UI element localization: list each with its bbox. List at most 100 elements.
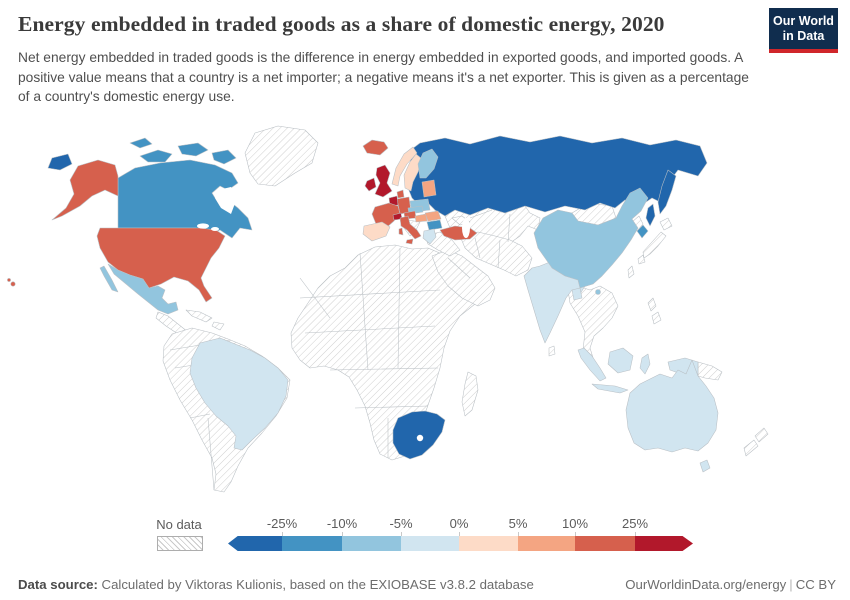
legend-tick-0: 0% [449, 516, 469, 531]
legend-tick--25: -25% [266, 516, 298, 531]
country-indonesia-sulawesi[interactable] [639, 353, 651, 375]
country-japan-hokkaido[interactable] [659, 217, 673, 231]
africa-internal-borders [299, 247, 441, 458]
country-indonesia-borneo[interactable] [607, 347, 634, 374]
legend-tick-10: 10% [561, 516, 589, 531]
country-russia-kamchatka[interactable] [657, 169, 677, 215]
country-indonesia-sumatra[interactable] [577, 347, 607, 382]
country-alaska[interactable] [51, 159, 119, 221]
country-italy-sardinia[interactable] [398, 227, 404, 236]
license-link[interactable]: CC BY [795, 577, 836, 592]
country-new-zealand-south[interactable] [743, 439, 759, 457]
great-lakes-2 [211, 227, 219, 231]
legend-segment-4[interactable] [459, 536, 518, 551]
country-sri-lanka[interactable] [548, 345, 556, 357]
country-hawaii-2[interactable] [10, 281, 16, 287]
legend-tick-25: 25% [621, 516, 649, 531]
data-source-note: Data source: Calculated by Viktoras Kuli… [18, 577, 534, 592]
country-iberia[interactable] [362, 221, 391, 242]
country-caribbean[interactable] [185, 309, 213, 323]
country-bulgaria[interactable] [426, 219, 443, 231]
world-map [0, 118, 850, 508]
country-iceland[interactable] [362, 139, 389, 156]
license-note: OurWorldinData.org/energy | CC BY [625, 577, 836, 592]
data-source-label: Data source: [18, 577, 98, 592]
country-canada-island-1[interactable] [139, 149, 173, 163]
country-philippines[interactable] [647, 297, 657, 312]
country-canada-island-3[interactable] [211, 149, 237, 165]
legend-tick--5: -5% [389, 516, 413, 531]
legend-tickmark [282, 532, 283, 536]
lesotho-hole [416, 434, 424, 442]
legend-tick--10: -10% [326, 516, 358, 531]
country-hungary[interactable] [414, 213, 428, 223]
country-papua-new-guinea[interactable] [697, 361, 723, 381]
country-indonesia-java[interactable] [591, 383, 629, 394]
no-data-swatch[interactable] [157, 536, 203, 551]
legend-segment-2[interactable] [342, 536, 401, 551]
country-hawaii-1[interactable] [7, 278, 11, 282]
country-greece[interactable] [422, 228, 437, 245]
country-finland[interactable] [417, 148, 439, 179]
country-bangladesh[interactable] [571, 287, 583, 301]
page-title: Energy embedded in traded goods as a sha… [18, 12, 665, 36]
country-taiwan[interactable] [627, 265, 635, 279]
country-canada-island-2[interactable] [177, 142, 209, 157]
country-mexico[interactable] [107, 263, 179, 315]
legend-segment-1[interactable] [282, 536, 342, 551]
logo-line-1: Our World [773, 14, 834, 29]
map-legend: No data -25% -10% -5% 0% 5% 10% 25% [0, 512, 850, 554]
country-baltic-states[interactable] [421, 179, 437, 198]
country-arabia[interactable] [431, 249, 496, 307]
country-italy[interactable] [399, 215, 422, 240]
country-russia-sakhalin[interactable] [645, 203, 656, 227]
site-link[interactable]: OurWorldinData.org/energy [625, 577, 787, 592]
legend-tick-5: 5% [508, 516, 528, 531]
country-australia-tasmania[interactable] [699, 459, 711, 473]
legend-tickmark [635, 532, 636, 536]
country-iran-region[interactable] [459, 231, 533, 277]
country-united-kingdom[interactable] [374, 164, 393, 198]
country-madagascar[interactable] [461, 371, 479, 417]
legend-tickmark [518, 532, 519, 536]
country-romania[interactable] [424, 210, 442, 222]
country-philippines-2[interactable] [651, 311, 662, 325]
country-south-korea[interactable] [636, 224, 649, 239]
country-ireland[interactable] [364, 177, 377, 192]
legend-segment-3[interactable] [401, 536, 459, 551]
legend-segment-7[interactable] [635, 536, 693, 551]
legend-tickmark [459, 532, 460, 536]
country-russia-chukotka[interactable] [47, 153, 73, 171]
country-mexico-baja[interactable] [99, 265, 119, 293]
legend-color-bar[interactable] [228, 536, 693, 551]
country-china[interactable] [533, 187, 649, 289]
country-canada-island-4[interactable] [129, 137, 153, 149]
country-new-zealand-north[interactable] [754, 427, 769, 443]
legend-tickmark [401, 532, 402, 536]
country-japan-honshu[interactable] [642, 231, 667, 259]
world-map-svg [7, 125, 769, 493]
legend-segment-5[interactable] [518, 536, 575, 551]
hudson-bay [215, 187, 237, 214]
country-norway[interactable] [391, 146, 418, 187]
legend-tickmark [575, 532, 576, 536]
country-southeast-asia[interactable] [567, 285, 619, 366]
country-china-hainan[interactable] [595, 289, 601, 295]
data-source-text: Calculated by Viktoras Kulionis, based o… [97, 577, 534, 592]
country-france[interactable] [371, 202, 401, 229]
logo-line-2: in Data [782, 28, 825, 43]
owid-logo[interactable]: Our World in Data [769, 8, 838, 53]
country-japan-kyushu[interactable] [637, 254, 646, 265]
country-caribbean-2[interactable] [211, 321, 225, 331]
country-australia[interactable] [625, 359, 719, 453]
great-lakes [197, 223, 209, 229]
country-denmark[interactable] [396, 189, 405, 199]
country-greenland[interactable] [244, 125, 319, 187]
country-united-states[interactable] [96, 227, 226, 303]
middle-east-internal-borders [447, 209, 511, 279]
legend-segment-0[interactable] [228, 536, 282, 551]
legend-segment-6[interactable] [575, 536, 635, 551]
country-italy-sicily[interactable] [405, 238, 414, 245]
country-brazil[interactable] [189, 337, 289, 451]
